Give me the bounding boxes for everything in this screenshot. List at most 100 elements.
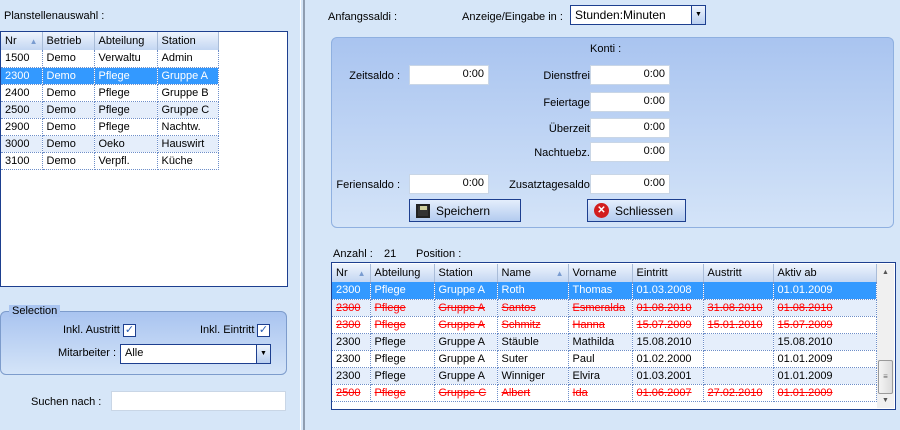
table-cell: 01.01.2009 [773,350,877,368]
col-nr[interactable]: Nr ▲ [1,32,43,50]
table-cell [703,282,774,300]
anzahl-value: 21 [384,248,397,260]
table-cell: 01.01.2009 [773,367,877,385]
selection-legend: Selection [9,305,61,317]
table-cell: Gruppe A [434,316,498,334]
table-row[interactable]: 2300 Pflege Gruppe A Santos Esmeralda 01.08.2… [332,299,877,317]
table-cell: Pflege [370,282,435,300]
ueberzeit-label: Überzeit : [548,123,596,135]
table-cell: Gruppe A [434,299,498,317]
col-betrieb[interactable]: Betrieb [42,32,95,50]
table-cell: Gruppe A [434,350,498,368]
col-abteilung[interactable]: Abteilung [370,264,435,282]
close-button[interactable]: ✕ Schliessen [587,199,686,222]
table-cell: 2400 [1,84,43,102]
table-cell: 15.01.2010 [703,316,774,334]
chevron-down-icon: ▼ [256,345,270,363]
saldi-panel: Konti : Zeitsaldo : 0:00 Feriensaldo : 0… [331,37,894,228]
table-cell: 1500 [1,50,43,68]
table-cell: 2300 [1,67,43,85]
floppy-disk-icon [416,203,430,218]
col-vorname[interactable]: Vorname [568,264,633,282]
table-cell: Pflege [370,299,435,317]
sort-asc-icon: ▲ [29,37,38,46]
table-cell: Suter [497,350,569,368]
table-cell: 3000 [1,135,43,153]
suchen-label: Suchen nach : [31,396,102,408]
table-cell: Gruppe A [434,333,498,351]
table-cell: Paul [568,350,633,368]
table-row[interactable]: 1500 Demo Verwaltu Admin [1,50,219,68]
splitter[interactable] [300,0,305,430]
zeitsaldo-input[interactable]: 0:00 [409,65,489,85]
save-button[interactable]: Speichern [409,199,521,222]
col-station[interactable]: Station [434,264,498,282]
vertical-scrollbar[interactable]: ▲ ≡ ▼ [877,264,894,408]
table-cell: Schmitz [497,316,569,334]
table-row[interactable]: 2500 Pflege Gruppe C Albert Ida 01.06.2007 27.… [332,384,877,402]
scroll-thumb[interactable]: ≡ [878,360,893,394]
table-cell: Winniger [497,367,569,385]
table-cell: 15.08.2010 [773,333,877,351]
table-cell: Esmeralda [568,299,633,317]
zusatztagesaldo-input[interactable]: 0:00 [590,174,670,194]
anzeige-select[interactable]: Stunden:Minuten ▼ [570,5,706,25]
col-aktiv-ab[interactable]: Aktiv ab [773,264,877,282]
table-cell: Hanna [568,316,633,334]
table-row[interactable]: 2300 Pflege Gruppe A Schmitz Hanna 15.07.2009… [332,316,877,334]
table-cell: Stäuble [497,333,569,351]
table-row[interactable]: 2300 Pflege Gruppe A Roth Thomas 01.03.2008 01… [332,282,877,300]
col-eintritt[interactable]: Eintritt [632,264,704,282]
table-row[interactable]: 3000 Demo Oeko Hauswirt [1,135,219,153]
table-cell: 27.02.2010 [703,384,774,402]
table-cell: 2300 [332,299,371,317]
table-cell: 01.08.2010 [773,299,877,317]
sort-asc-icon: ▲ [555,269,564,278]
eintritt-checkbox[interactable]: ✓ [257,324,270,337]
scroll-down-icon[interactable]: ▼ [882,397,889,404]
table-cell: Hauswirt [157,135,219,153]
table-row[interactable]: 2300 Pflege Gruppe A Winniger Elvira 01.03.20… [332,367,877,385]
employee-grid[interactable]: Nr ▲ Abteilung Station Name ▲ Vorname Eintritt A… [331,262,896,410]
table-row[interactable]: 3100 Demo Verpfl. Küche [1,152,219,170]
table-cell: Mathilda [568,333,633,351]
col-austritt[interactable]: Austritt [703,264,774,282]
col-nr[interactable]: Nr ▲ [332,264,371,282]
nachtuebz-input[interactable]: 0:00 [590,142,670,162]
austritt-checkbox[interactable]: ✓ [123,324,136,337]
ueberzeit-input[interactable]: 0:00 [590,118,670,138]
table-cell: 2900 [1,118,43,136]
mitarbeiter-select[interactable]: Alle ▼ [120,344,271,364]
table-cell: 2300 [332,367,371,385]
nachtuebz-label: Nachtuebz. : [534,147,596,159]
table-cell: Gruppe C [157,101,219,119]
table-row[interactable]: 2300 Pflege Gruppe A Stäuble Mathilda 15.08.2… [332,333,877,351]
table-cell: Pflege [370,350,435,368]
table-cell: Nachtw. [157,118,219,136]
table-row[interactable]: 2900 Demo Pflege Nachtw. [1,118,219,136]
feiertage-input[interactable]: 0:00 [590,92,670,112]
anzahl-label: Anzahl : [333,248,373,260]
table-cell: Gruppe A [157,67,219,85]
table-cell: Gruppe B [157,84,219,102]
feriensaldo-input[interactable]: 0:00 [409,174,489,194]
col-name[interactable]: Name ▲ [497,264,569,282]
eintritt-label: Inkl. Eintritt [200,324,255,336]
table-row[interactable]: 2300 Demo Pflege Gruppe A [1,67,219,85]
table-row[interactable]: 2300 Pflege Gruppe A Suter Paul 01.02.2000 01.… [332,350,877,368]
table-row[interactable]: 2500 Demo Pflege Gruppe C [1,101,219,119]
selection-group: Selection Inkl. Austritt ✓ Inkl. Eintrit… [0,305,287,375]
table-cell: Oeko [94,135,158,153]
col-abteilung[interactable]: Abteilung [94,32,158,50]
dienstfrei-input[interactable]: 0:00 [590,65,670,85]
col-station[interactable]: Station [157,32,219,50]
table-cell [703,333,774,351]
table-row[interactable]: 2400 Demo Pflege Gruppe B [1,84,219,102]
search-input[interactable] [111,391,286,411]
planstellen-list[interactable]: Nr ▲ Betrieb Abteilung Station 1500 Demo Ve… [0,31,288,287]
table-cell: Ida [568,384,633,402]
table-cell: 2300 [332,282,371,300]
scroll-up-icon[interactable]: ▲ [882,269,889,276]
position-label: Position : [416,248,462,260]
table-cell: Pflege [94,84,158,102]
